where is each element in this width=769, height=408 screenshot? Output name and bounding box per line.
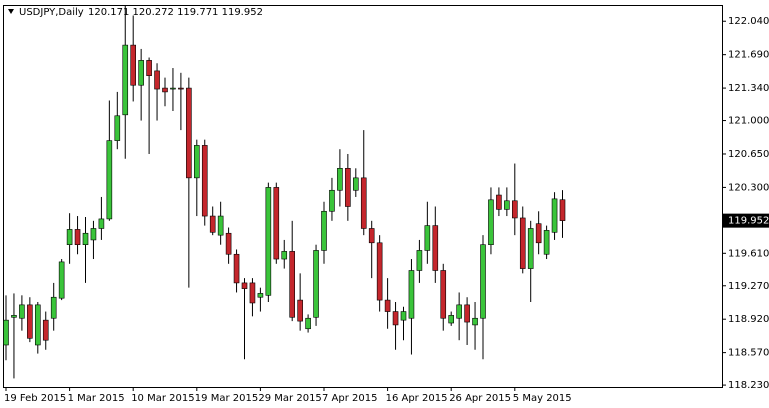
last-price-box [723,213,769,228]
candle-body [352,177,359,191]
candle-body [257,293,264,298]
y-tick-label: 121.000 [728,116,769,127]
candle-body [50,296,57,319]
candle-body [122,44,129,116]
candle-body [217,215,224,236]
candle-body [511,200,518,219]
candle-body [305,317,311,330]
candle-body [368,228,375,244]
candle-body [408,270,415,319]
candle-body [432,225,439,271]
candle-body [456,304,462,319]
candle-body [297,299,303,322]
candle-body [424,225,431,251]
y-tick-label: 118.920 [728,314,769,325]
candle-body [504,200,510,210]
candle-body [313,250,319,318]
candle-body [154,70,160,90]
candle-body [19,304,25,319]
candle-body [178,87,184,90]
candle-body [98,218,105,229]
candle-body [464,304,470,323]
candle-body [90,228,97,241]
candle-body [66,229,73,246]
header-quote: 120.171 120.272 119.771 119.952 [88,7,263,18]
candle-body [519,217,526,269]
y-tick-label: 118.570 [728,348,769,359]
candle-body [440,270,447,319]
x-tick-label: 19 Mar 2015 [195,393,258,404]
candle-body [186,87,192,179]
y-tick-label: 120.650 [728,149,769,160]
candle-body [472,317,478,326]
candle-body [82,232,89,246]
candle-body [360,177,367,229]
x-tick-label: 5 May 2015 [513,393,572,404]
candle-body [448,315,455,324]
candle-body [194,145,200,179]
candle-body [535,223,542,244]
candle-body [58,261,65,299]
x-tick-label: 16 Apr 2015 [386,393,448,404]
y-tick-label: 121.690 [728,50,769,61]
candle-body [559,199,566,221]
y-tick-label: 120.300 [728,182,769,193]
candle-body [376,242,383,301]
candle-body [527,228,534,269]
y-tick-label: 122.040 [728,16,769,27]
candle-body [27,304,33,339]
candle-body [249,282,256,304]
candle-body [321,210,327,251]
candle-body [42,319,49,341]
candle-body [543,230,550,255]
x-tick-label: 1 Mar 2015 [68,393,125,404]
candle-body [337,168,343,191]
candle-body [281,251,288,260]
candle-body [162,87,168,93]
candle-body [106,140,113,220]
candle-body [488,199,494,246]
candle-body [480,244,486,319]
plot-frame [3,5,723,388]
candle-body [551,198,558,233]
candle-body [170,87,176,90]
candle-body [400,311,407,321]
x-tick-label: 29 Mar 2015 [258,393,321,404]
chart-title: USDJPY,Daily [19,7,84,18]
menu-arrow[interactable] [8,9,14,14]
candle-body [273,187,280,260]
y-tick-label: 119.610 [728,248,769,259]
candle-body [384,299,391,312]
x-tick-label: 7 Apr 2015 [322,393,377,404]
y-tick-label: 118.230 [728,380,769,391]
candle-body [496,194,502,210]
candle-body [138,60,144,86]
x-tick-label: 10 Mar 2015 [131,393,194,404]
candle-body [146,60,152,76]
candle-body [289,251,296,318]
candle-body [74,229,81,246]
candle-body [392,311,399,326]
x-tick-label: 19 Feb 2015 [4,393,66,404]
candle-body [241,282,248,289]
y-tick-label: 119.270 [728,281,769,292]
candle-body [233,253,240,284]
candle-body [34,304,41,346]
candle-body [225,232,232,255]
candle-body [416,250,423,271]
candle-body [265,187,272,296]
candle-body [345,168,351,207]
candle-body [11,315,17,318]
candle-body [209,215,216,233]
candle-body [329,189,335,212]
candle-body [201,145,208,217]
x-tick-label: 26 Apr 2015 [449,393,511,404]
candle-body [3,319,9,346]
last-price-label: 119.952 [728,216,769,227]
candle-body [114,115,121,141]
candle-body [130,44,136,86]
y-tick-label: 121.340 [728,83,769,94]
